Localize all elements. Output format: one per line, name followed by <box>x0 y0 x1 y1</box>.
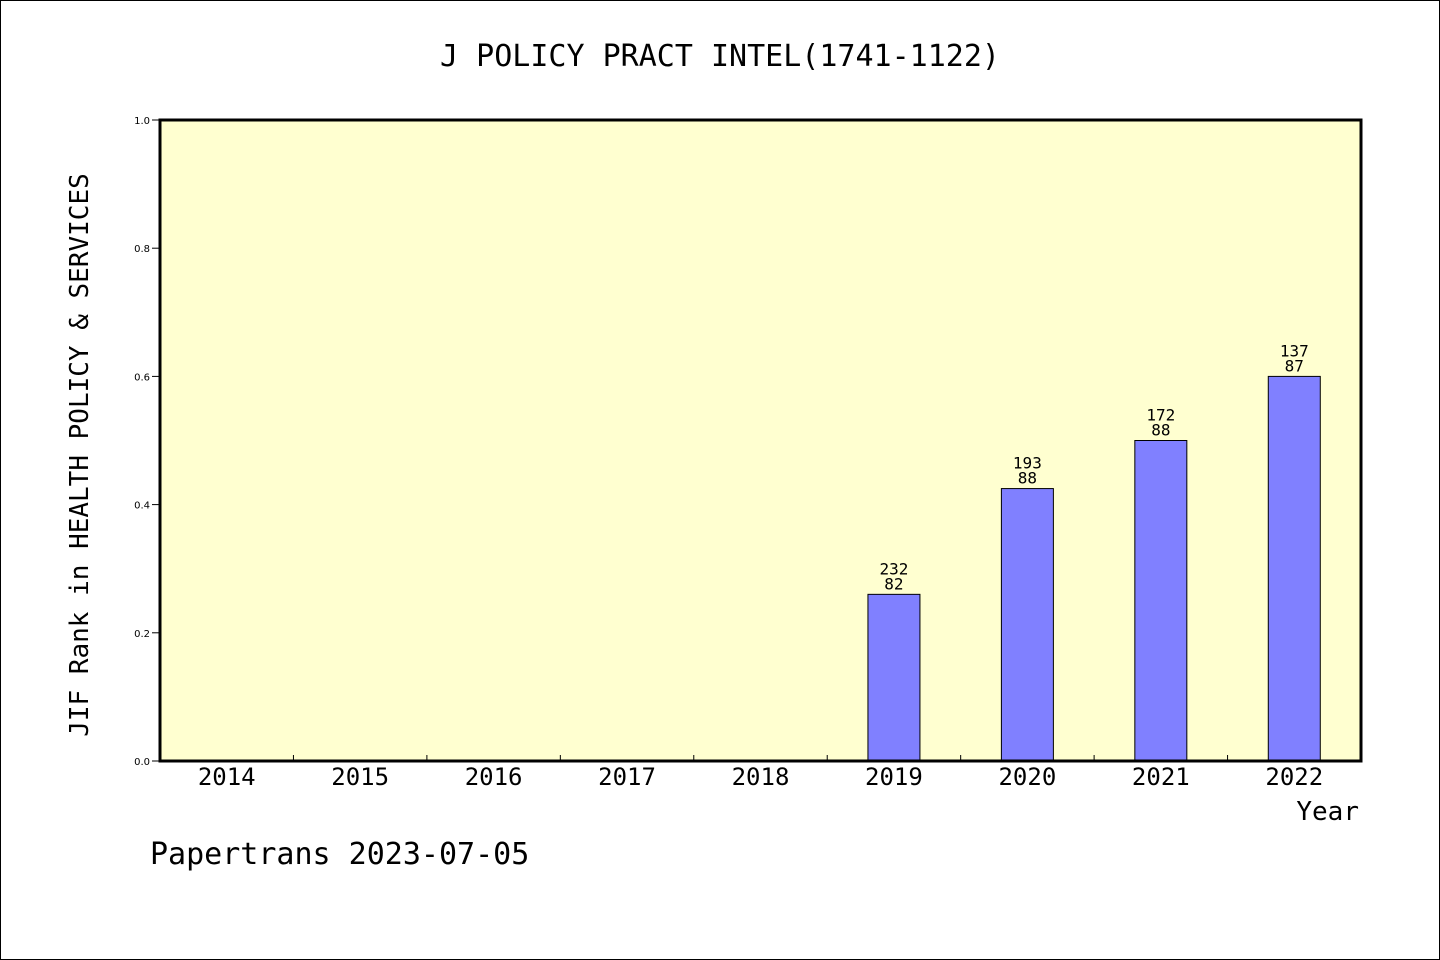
x-tick-label: 2015 <box>331 763 389 791</box>
x-tick-label: 2017 <box>598 763 656 791</box>
x-ticks: 2014 2015 2016 2017 2018 2019 2020 2021 2022 <box>198 755 1323 791</box>
chart-title: J POLICY PRACT INTEL(1741-1122) <box>440 39 1000 74</box>
bars-layer <box>867 375 1321 762</box>
data-label-bottom: 82 <box>884 574 903 593</box>
bar-2022 <box>1267 375 1321 762</box>
footer-credit: Papertrans 2023-07-05 <box>150 837 529 872</box>
data-label-bottom: 87 <box>1285 356 1304 375</box>
data-label-top: 193 <box>1013 454 1042 473</box>
y-axis-title: JIF Rank in HEALTH POLICY & SERVICES <box>65 173 95 737</box>
y-ticks: 0.0 0.2 0.4 0.6 0.8 1.0 <box>134 116 160 768</box>
x-tick-label: 2020 <box>998 763 1056 791</box>
y-tick-label: 1.0 <box>134 116 150 127</box>
data-label-bottom: 88 <box>1018 469 1037 488</box>
x-tick-label: 2014 <box>198 763 256 791</box>
x-tick-label: 2016 <box>465 763 523 791</box>
bar-2021 <box>1134 440 1188 762</box>
y-tick-label: 0.6 <box>134 372 150 383</box>
x-axis-title: Year <box>1296 797 1359 827</box>
y-tick-label: 0.2 <box>134 629 150 640</box>
bar-2019 <box>867 593 921 762</box>
data-label-top: 172 <box>1146 406 1175 425</box>
x-tick-label: 2022 <box>1265 763 1323 791</box>
plot-border <box>158 118 1363 763</box>
data-label-top: 137 <box>1280 341 1309 360</box>
data-label-bottom: 88 <box>1151 421 1170 440</box>
x-tick-label: 2018 <box>732 763 790 791</box>
bar-2020 <box>1000 488 1054 762</box>
data-label-top: 232 <box>879 559 908 578</box>
y-tick-label: 0.0 <box>134 757 150 768</box>
y-tick-label: 0.8 <box>134 244 150 255</box>
x-tick-label: 2019 <box>865 763 923 791</box>
x-tick-label: 2021 <box>1132 763 1190 791</box>
y-tick-label: 0.4 <box>134 501 150 512</box>
